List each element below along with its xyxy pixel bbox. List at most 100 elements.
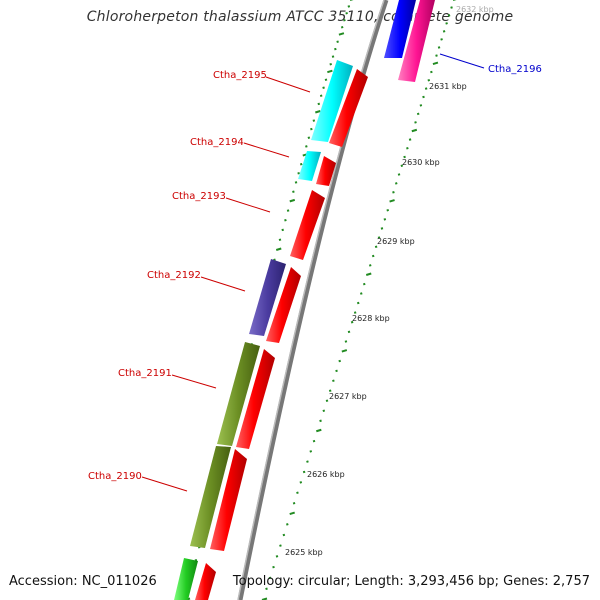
inner-rail-tick [275, 247, 282, 251]
outer-rail-tick [316, 428, 322, 433]
gene-ctha-2192-cog[interactable] [249, 259, 286, 336]
inner-rail-tick [310, 127, 313, 131]
outer-rail-tick [437, 46, 441, 49]
gene-ctha-2195-cog[interactable] [311, 60, 353, 142]
outer-rail-tick [411, 128, 418, 133]
gene-label-ctha-2191[interactable]: Ctha_2191 [118, 368, 172, 379]
inner-rail-tick [292, 190, 295, 193]
inner-rail-tick [297, 171, 300, 175]
outer-rail-tick [338, 359, 341, 363]
outer-rail-tick [400, 164, 404, 167]
inner-rail-tick [278, 238, 282, 242]
outer-rail-tick [422, 95, 425, 99]
gene-ctha-2190-arrow[interactable] [210, 449, 247, 551]
outer-rail-tick [275, 555, 279, 558]
inner-rail-tick [286, 209, 290, 212]
outer-rail-tick [359, 292, 363, 295]
inner-rail-tick [327, 69, 333, 74]
gene-ctha-2193-arrow[interactable] [290, 190, 325, 260]
gene-labels: Ctha_2196 Ctha_2195 Ctha_2194 Ctha_2193 … [88, 64, 542, 482]
outer-rail-tick [353, 311, 357, 314]
outer-rail-tick [299, 481, 303, 484]
outer-rail-tick [383, 218, 387, 221]
inner-rail-tick [299, 162, 303, 166]
scale-label-2629: 2629 kbp [377, 237, 415, 246]
outer-rail-tick [362, 282, 366, 286]
gene-ctha-2191-cog[interactable] [217, 342, 260, 446]
leader-lines [141, 53, 485, 492]
gene-label-ctha-2195[interactable]: Ctha_2195 [213, 70, 267, 81]
scale-label-2627: 2627 kbp [329, 392, 367, 401]
outer-rail-tick [309, 450, 313, 453]
outer-rail-tick [347, 330, 351, 334]
outer-rail-tick [442, 30, 446, 33]
gene-partial-cog[interactable] [174, 558, 198, 600]
outer-rail-tick [332, 379, 335, 383]
inner-rail-tick [331, 55, 335, 58]
outer-rail-tick [296, 491, 299, 495]
outer-rail-tick [279, 544, 282, 547]
outer-rail-tick [406, 146, 409, 150]
outer-rail-tick [306, 460, 309, 463]
inner-rail-tick [329, 62, 332, 66]
gene-ctha-2196-cog[interactable] [398, 0, 435, 82]
outer-rail-tick [302, 470, 306, 474]
inner-rail-tick [322, 86, 325, 89]
gene-label-ctha-2196[interactable]: Ctha_2196 [488, 64, 542, 75]
inner-rail-tick [334, 47, 337, 51]
gene-ctha-2194-arrow[interactable] [316, 156, 336, 186]
outer-rail-tick [427, 79, 431, 82]
inner-rail-tick [324, 78, 328, 82]
outer-rail-tick [265, 587, 268, 591]
gene-label-ctha-2194[interactable]: Ctha_2194 [190, 137, 244, 148]
scale-label-2630: 2630 kbp [402, 158, 440, 167]
gene-label-ctha-2193[interactable]: Ctha_2193 [172, 191, 226, 202]
gene-ctha-2192-arrow[interactable] [266, 267, 301, 343]
outer-rail-tick [365, 272, 372, 276]
scale-labels: 2632 kbp 2631 kbp 2630 kbp 2629 kbp 2628… [285, 5, 494, 557]
outer-rail-tick [344, 340, 348, 343]
scale-label-2631: 2631 kbp [429, 82, 467, 91]
outer-rail-tick [440, 38, 443, 41]
gene-ctha-2194-cog[interactable] [298, 151, 321, 181]
outer-rail-tick [386, 209, 390, 212]
outer-rail-tick [289, 511, 295, 516]
outer-rail-tick [282, 533, 286, 537]
inner-rail-tick [284, 218, 287, 222]
inner-rail-tick [336, 40, 339, 43]
scale-label-2632: 2632 kbp [456, 5, 494, 14]
inner-rail-tick [281, 228, 284, 232]
outer-rail-tick [414, 121, 417, 124]
outer-rail-tick [447, 14, 451, 17]
outer-rail-tick [335, 369, 338, 373]
genome-backbone-highlight [237, 0, 385, 600]
gene-blocks [174, 0, 435, 600]
outer-rail-tick [389, 199, 395, 203]
outer-rail-tick [430, 70, 433, 74]
inner-rail-tick [319, 94, 323, 98]
accession-text: Accession: NC_011026 [9, 574, 157, 589]
inner-rail-tick [338, 32, 345, 36]
gene-ctha-2190-cog[interactable] [190, 446, 231, 548]
inner-rail-tick [347, 5, 351, 8]
outer-rail-tick [341, 349, 348, 353]
gene-ctha-2191-arrow[interactable] [236, 349, 275, 449]
gene-partial-arrow[interactable] [195, 563, 216, 600]
outer-rail-tick [394, 182, 398, 185]
outer-rail-tick [432, 61, 439, 66]
gene-ctha-2196-arrow[interactable] [384, 0, 416, 58]
inner-rail-tick [340, 25, 344, 29]
leader-ctha-2193 [225, 197, 271, 213]
inner-rail-tick [294, 181, 298, 184]
outer-rail-tick [419, 104, 423, 107]
gene-label-ctha-2192[interactable]: Ctha_2192 [147, 270, 201, 281]
outer-rail-tick [371, 254, 375, 258]
outer-rail-tick [445, 22, 448, 25]
outer-rail-tick [450, 6, 453, 9]
topology-text: Topology: circular; Length: 3,293,456 bp… [232, 574, 590, 589]
outer-rail-tick [408, 138, 412, 141]
gene-ctha-2195-arrow[interactable] [329, 69, 368, 147]
gene-label-ctha-2190[interactable]: Ctha_2190 [88, 471, 142, 482]
outer-rail-tick [322, 409, 326, 412]
